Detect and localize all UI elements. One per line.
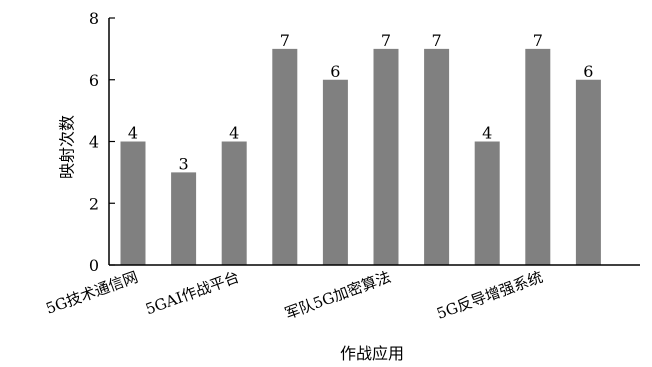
bar-value-label: 7 [533,31,543,50]
bar [424,48,450,265]
bar [322,79,348,265]
bar [171,172,197,265]
bar [575,79,601,265]
y-ticks-group: 0 2 4 6 8 [89,9,115,275]
value-labels-group: 4 3 4 7 6 7 7 4 7 6 [128,31,594,174]
y-tick-label: 0 [89,256,99,275]
x-tick-label: 5G技术通信网 [44,268,141,318]
bar [373,48,399,265]
x-tick-label: 军队5G加密算法 [282,268,393,323]
x-axis-title: 作战应用 [340,344,404,363]
bar-value-label: 6 [330,62,340,81]
bar-value-label: 4 [128,124,138,143]
x-tick-label: 5GAI作战平台 [143,268,242,319]
bar [525,48,551,265]
bar-value-label: 7 [280,31,290,50]
bar-value-label: 7 [381,31,391,50]
bar [120,141,146,265]
bar-value-label: 6 [583,62,593,81]
y-tick-label: 8 [89,9,99,28]
y-axis-title: 映射次数 [58,115,77,179]
y-tick-label: 6 [89,71,99,90]
x-tick-labels-group: 5G技术通信网 5GAI作战平台 军队5G加密算法 5G反导增强系统 [44,268,546,323]
bars-group [120,48,601,265]
bar [474,141,500,265]
bar [272,48,298,265]
y-tick-label: 4 [89,133,99,152]
bar-value-label: 4 [482,124,492,143]
x-tick-label: 5G反导增强系统 [434,268,545,323]
y-tick-label: 2 [89,194,99,213]
bar-value-label: 7 [432,31,442,50]
bar [221,141,247,265]
bar-value-label: 4 [229,124,239,143]
bar-value-label: 3 [179,154,189,173]
